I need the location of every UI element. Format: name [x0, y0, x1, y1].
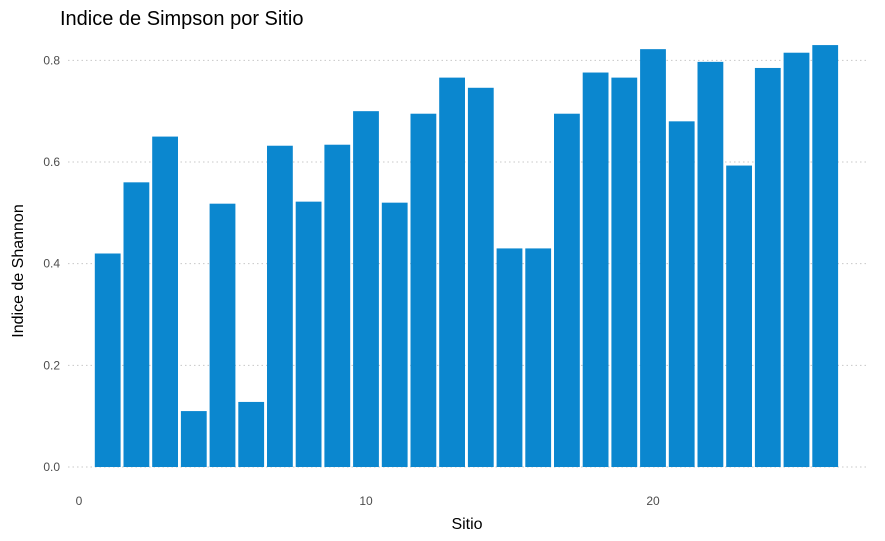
- bar: [640, 49, 666, 468]
- bar: [668, 121, 695, 467]
- bars: [94, 45, 839, 468]
- bar: [582, 72, 609, 468]
- bar: [381, 202, 408, 467]
- bar: [525, 248, 552, 467]
- bar: [410, 113, 437, 467]
- bar: [754, 67, 781, 467]
- bar: [554, 113, 580, 467]
- y-tick-label: 0.0: [43, 460, 60, 474]
- bar: [726, 165, 752, 467]
- x-tick-label: 20: [646, 494, 660, 508]
- bar: [697, 61, 724, 467]
- bar: [295, 201, 322, 467]
- bar: [812, 45, 839, 467]
- bar: [439, 77, 465, 467]
- bar: [611, 77, 638, 467]
- y-axis-label: Indice de Shannon: [10, 204, 27, 337]
- bar: [123, 182, 150, 468]
- bar: [94, 253, 121, 467]
- bar: [783, 52, 810, 467]
- bar: [267, 145, 293, 467]
- bar: [180, 411, 207, 467]
- bar: [353, 111, 379, 468]
- bar: [496, 248, 523, 467]
- bar: [152, 136, 178, 468]
- bar: [324, 144, 351, 467]
- y-tick-label: 0.4: [43, 257, 60, 271]
- bar: [209, 203, 236, 467]
- y-axis-ticks: 0.0 0.2 0.4 0.6 0.8: [43, 53, 60, 474]
- x-tick-label: 10: [359, 494, 373, 508]
- y-tick-label: 0.2: [43, 358, 60, 372]
- chart-title: Indice de Simpson por Sitio: [60, 8, 303, 30]
- x-tick-label: 0: [76, 494, 83, 508]
- bar: [467, 87, 494, 468]
- y-tick-label: 0.6: [43, 155, 60, 169]
- y-tick-label: 0.8: [43, 53, 60, 67]
- x-axis-label: Sitio: [451, 516, 482, 533]
- x-axis-ticks: 0 10 20: [76, 494, 660, 508]
- bar: [238, 401, 265, 467]
